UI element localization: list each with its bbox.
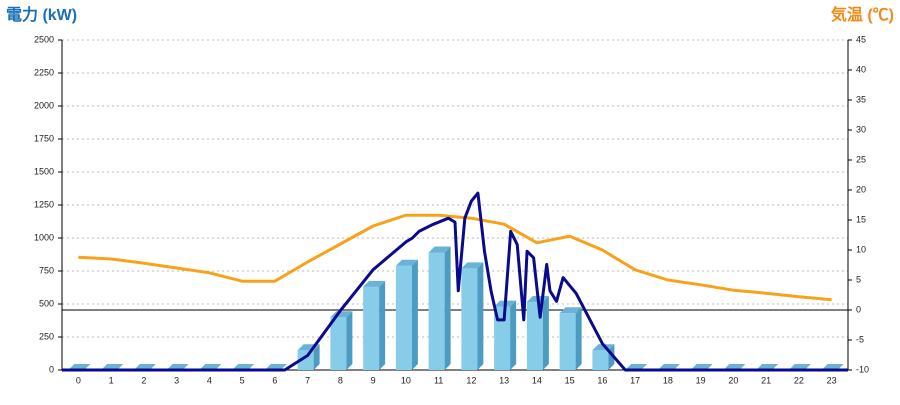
- bar: [592, 344, 615, 370]
- y2-tick-label: 35: [856, 94, 866, 104]
- bar-face: [444, 246, 451, 370]
- x-tick-label: 2: [141, 375, 146, 385]
- bar-face: [477, 262, 484, 370]
- x-tick-label: 18: [663, 375, 673, 385]
- y-tick-label: 2000: [34, 100, 54, 110]
- x-tick-label: 22: [794, 375, 804, 385]
- y-axis-title: 電力 (kW): [6, 5, 77, 24]
- x-tick-label: 6: [272, 375, 277, 385]
- x-tick-label: 9: [371, 375, 376, 385]
- y2-tick-label: 15: [856, 214, 866, 224]
- y2-tick-label: 5: [856, 274, 861, 284]
- y2-tick-label: 20: [856, 184, 866, 194]
- bar-face: [363, 286, 380, 370]
- y2-tick-label: -5: [856, 334, 864, 344]
- y-tick-label: 0: [49, 364, 54, 374]
- x-tick-label: 17: [630, 375, 640, 385]
- bar-face: [526, 302, 543, 370]
- x-tick-label: 12: [466, 375, 476, 385]
- bar-face: [494, 306, 511, 370]
- bar-face: [395, 265, 412, 370]
- bar-face: [411, 259, 418, 370]
- bar: [494, 300, 517, 370]
- x-tick-label: 5: [240, 375, 245, 385]
- y-tick-label: 1250: [34, 199, 54, 209]
- bar-face: [313, 344, 320, 370]
- y2-tick-label: 40: [856, 64, 866, 74]
- y-tick-label: 750: [39, 265, 54, 275]
- bar: [559, 307, 582, 370]
- x-tick-label: 10: [401, 375, 411, 385]
- x-tick-label: 23: [827, 375, 837, 385]
- x-tick-label: 0: [76, 375, 81, 385]
- y-tick-label: 1750: [34, 133, 54, 143]
- y2-tick-label: 45: [856, 34, 866, 44]
- bar-face: [575, 307, 582, 370]
- bar-face: [510, 300, 517, 370]
- bar-face: [428, 252, 445, 370]
- y2-tick-label: 10: [856, 244, 866, 254]
- bar-face: [379, 280, 386, 370]
- bar-face: [592, 344, 615, 351]
- bar: [461, 262, 484, 370]
- bar-face: [559, 307, 582, 314]
- y-tick-label: 500: [39, 298, 54, 308]
- bar-face: [346, 311, 353, 370]
- line: [78, 213, 832, 302]
- x-tick-label: 16: [597, 375, 607, 385]
- line: [62, 191, 848, 372]
- y-tick-label: 250: [39, 331, 54, 341]
- bar-face: [428, 246, 451, 253]
- x-tick-label: 20: [728, 375, 738, 385]
- bar-face: [363, 280, 386, 287]
- bar: [297, 344, 320, 370]
- y2-tick-label: 30: [856, 124, 866, 134]
- y-tick-label: 1000: [34, 232, 54, 242]
- bar-face: [592, 350, 609, 370]
- y-tick-label: 1500: [34, 166, 54, 176]
- bar-face: [330, 317, 347, 370]
- bar: [363, 280, 386, 370]
- x-tick-label: 3: [174, 375, 179, 385]
- x-tick-label: 8: [338, 375, 343, 385]
- y2-tick-label: 25: [856, 154, 866, 164]
- x-tick-label: 1: [109, 375, 114, 385]
- x-tick-label: 4: [207, 375, 212, 385]
- y-tick-label: 2250: [34, 67, 54, 77]
- x-tick-label: 15: [565, 375, 575, 385]
- y2-axis-title: 気温 (℃): [831, 5, 894, 24]
- x-tick-label: 14: [532, 375, 542, 385]
- bar: [428, 246, 451, 370]
- bar-face: [542, 296, 549, 370]
- y-tick-label: 2500: [34, 34, 54, 44]
- x-tick-label: 21: [761, 375, 771, 385]
- y2-tick-label: -10: [856, 364, 869, 374]
- bar: [395, 259, 418, 370]
- x-tick-label: 11: [434, 375, 443, 385]
- bar-face: [395, 259, 418, 266]
- x-tick-label: 13: [499, 375, 509, 385]
- x-tick-label: 7: [305, 375, 310, 385]
- bar-face: [559, 313, 576, 370]
- bar-face: [461, 268, 478, 370]
- bar-face: [461, 262, 484, 269]
- y2-tick-label: 0: [856, 304, 861, 314]
- x-tick-label: 19: [696, 375, 706, 385]
